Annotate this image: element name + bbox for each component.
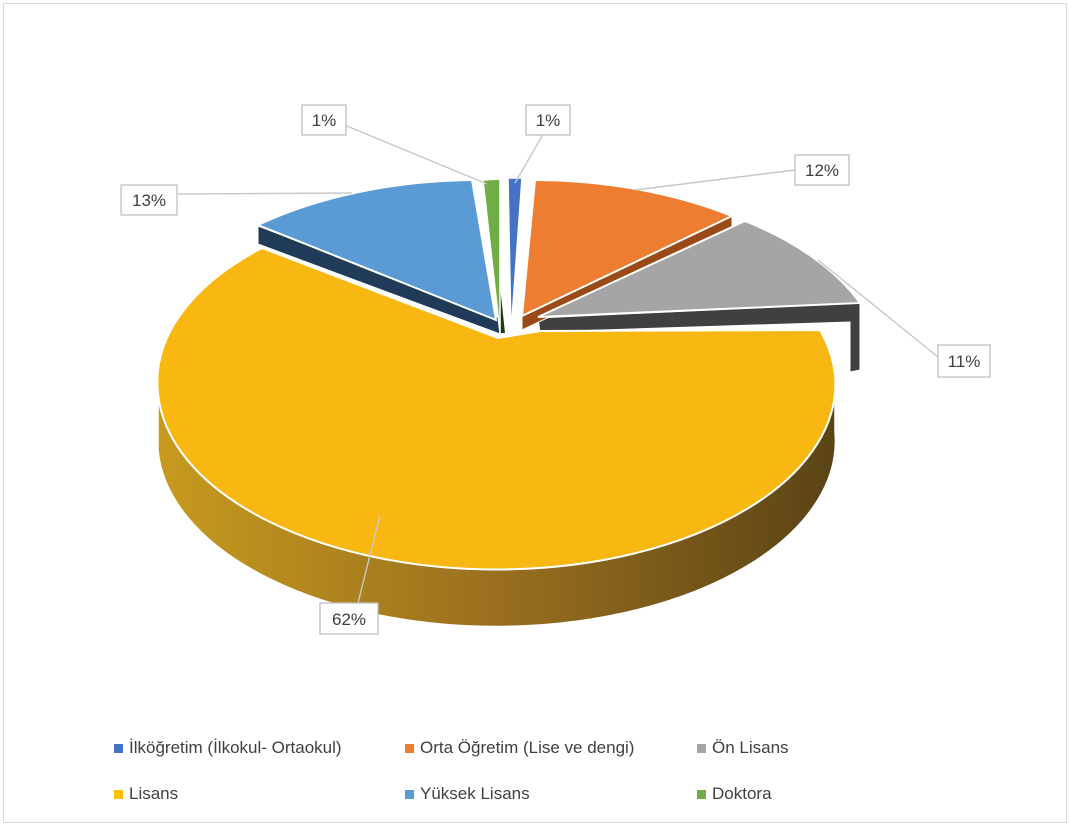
pie-slice-yuksek-lisans: [255, 178, 498, 322]
data-label-on-lisans: 11%: [937, 344, 991, 378]
pie-slice-doktora: [482, 178, 501, 334]
data-label-lisans: 62%: [319, 602, 379, 635]
data-label-doktora: 1%: [301, 104, 347, 136]
data-label-ilkogretim: 1%: [525, 104, 571, 136]
pie-slices: [156, 177, 862, 571]
pie-slice-lisans: [156, 246, 837, 571]
data-label-orta-ogretim: 12%: [794, 154, 850, 186]
data-label-text: 12%: [805, 161, 839, 180]
data-labels: 1% 1% 12% 11% 13% 62%: [120, 104, 991, 635]
data-label-text: 11%: [948, 352, 981, 371]
data-label-text: 13%: [132, 191, 166, 210]
data-label-text: 62%: [332, 610, 366, 629]
leader-lines: [177, 123, 939, 604]
data-label-text: 1%: [312, 111, 337, 130]
pie-slice-ilkogretim: [507, 177, 523, 334]
pie-slice-on-lisans: [537, 219, 862, 318]
data-label-text: 1%: [536, 111, 561, 130]
data-label-yuksek-lisans: 13%: [120, 184, 178, 216]
